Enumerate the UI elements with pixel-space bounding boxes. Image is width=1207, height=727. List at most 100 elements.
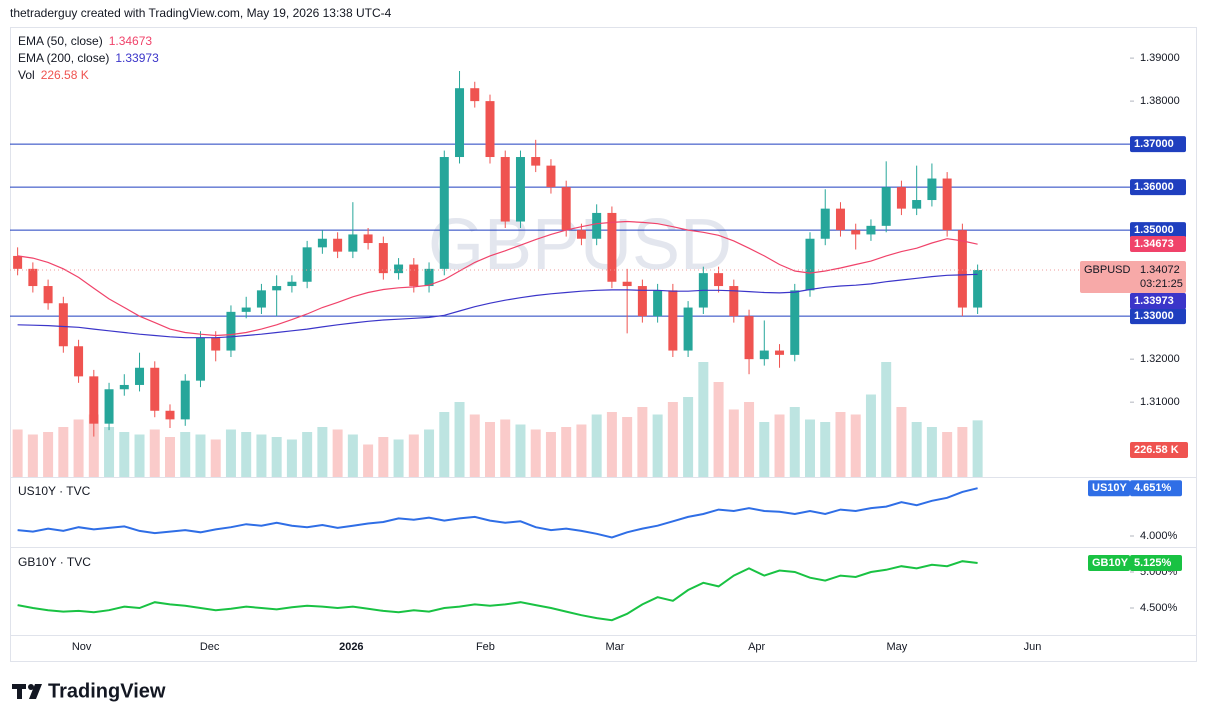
last-value-label-bg (1130, 554, 1182, 571)
volume-bar (363, 444, 374, 477)
y-tick-label: 4.000% (1140, 530, 1178, 542)
candle-body (180, 380, 190, 420)
y-tick-label: 1.38000 (1140, 95, 1180, 107)
volume-label-bg (1130, 442, 1188, 458)
volume-bar (12, 429, 23, 477)
level-label: 1.37000 (1134, 138, 1174, 150)
volume-label: 226.58 K (1134, 444, 1179, 456)
candle-body (104, 389, 114, 424)
level-label-bg (1130, 222, 1186, 239)
y-tick-label: 4.500% (1140, 602, 1178, 614)
volume-bar (73, 419, 84, 477)
volume-bar (195, 434, 206, 477)
volume-bar (469, 414, 480, 477)
volume-bar (424, 429, 435, 477)
candle-body (256, 290, 266, 308)
volume-bar (104, 427, 115, 477)
candle-body (333, 238, 343, 252)
volume-bar (347, 434, 358, 477)
volume-bar (43, 432, 54, 477)
candle-body (714, 273, 724, 287)
volume-bar (119, 432, 130, 477)
volume-bar (408, 434, 419, 477)
y-tick-label: 1.32000 (1140, 353, 1180, 365)
candle-body (394, 264, 404, 274)
candle-body (653, 290, 663, 317)
logo-shape (28, 684, 34, 690)
brand: TradingView (48, 680, 166, 702)
pane-legend: US10Y · TVC (18, 484, 91, 498)
volume-bar (774, 414, 785, 477)
volume-bar (225, 429, 236, 477)
volume-bar (622, 417, 633, 477)
candle-body (302, 247, 312, 282)
candle-body (317, 238, 327, 248)
candle-body (957, 230, 967, 308)
volume-bar (942, 432, 953, 477)
candle-body (820, 208, 830, 239)
candle-body (58, 303, 68, 347)
volume-bar (652, 414, 663, 477)
ema-line (17, 220, 978, 337)
volume-bar (744, 402, 755, 477)
candle-body (89, 376, 99, 424)
x-tick-label: Apr (748, 641, 765, 653)
candle-body (683, 307, 693, 351)
candle-body (896, 187, 906, 209)
candle-body (470, 88, 480, 102)
candle-body (546, 165, 556, 188)
candle-body (378, 243, 388, 274)
candle-body (927, 178, 937, 201)
ema-label: 1.33973 (1134, 295, 1174, 307)
x-tick-label: Feb (476, 641, 495, 653)
volume-bar (515, 424, 526, 477)
legend-name: EMA (200, close) (18, 51, 109, 65)
frame (10, 27, 1197, 662)
volume-bar (530, 429, 541, 477)
volume-bar (500, 419, 511, 477)
yield-line (17, 560, 978, 622)
volume-bar (286, 439, 297, 477)
candle-body (28, 268, 38, 287)
symbol-tag-bg (1088, 554, 1130, 571)
candle-body (439, 157, 449, 269)
price-symbol: GBPUSD (1084, 264, 1131, 276)
x-tick-label: Dec (200, 641, 220, 653)
legend-value: 1.33973 (115, 51, 159, 65)
candle-body (13, 255, 23, 269)
volume-bar (606, 412, 617, 477)
volume-bar (210, 439, 221, 477)
volume-bar (972, 420, 983, 477)
ema-label-bg (1130, 236, 1186, 253)
level-label: 1.33000 (1134, 310, 1174, 322)
volume-bar (805, 419, 815, 477)
volume-bar (180, 432, 191, 477)
volume-bar (637, 407, 648, 477)
last-value-label-bg (1130, 480, 1182, 497)
candle-body (668, 290, 678, 351)
candle-body (150, 367, 160, 411)
candle-body (607, 212, 617, 282)
candle-body (851, 230, 861, 235)
volume-bar (728, 409, 739, 477)
x-tick-label: Jun (1024, 641, 1042, 653)
candle-body (74, 346, 84, 377)
x-tick-label: May (886, 641, 907, 653)
candle-body (226, 311, 236, 351)
candle-body (455, 88, 465, 158)
candle-body (241, 307, 251, 312)
volume-bar (58, 427, 69, 477)
candle-body (287, 281, 297, 287)
volume-bar (88, 414, 99, 477)
logo-shape (29, 684, 42, 699)
candle-body (942, 178, 952, 231)
symbol-tag-bg (1088, 480, 1130, 497)
candle-body (592, 212, 602, 239)
volume-bar (865, 394, 876, 477)
volume-bar (256, 434, 267, 477)
logo-shape (17, 684, 22, 699)
volume-bar (149, 429, 160, 477)
candle-body (363, 234, 373, 244)
y-tick-label: 1.39000 (1140, 52, 1180, 64)
volume-bar (576, 424, 587, 477)
